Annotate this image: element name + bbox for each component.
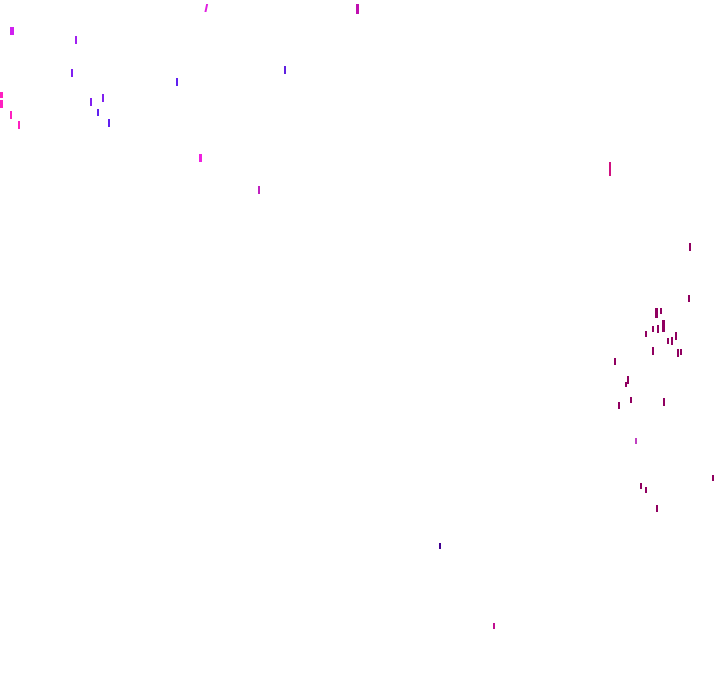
streak	[662, 320, 665, 332]
streak	[0, 100, 3, 108]
streak	[90, 98, 92, 106]
streak	[625, 382, 627, 387]
streak	[10, 111, 12, 119]
streak	[675, 332, 677, 340]
streak	[614, 358, 616, 365]
streak	[258, 186, 260, 194]
streak	[439, 543, 441, 549]
streak	[0, 92, 3, 98]
streak	[660, 308, 662, 314]
streak	[18, 121, 20, 129]
streak	[657, 325, 659, 333]
streak	[102, 94, 104, 102]
streak	[652, 326, 654, 332]
streak	[655, 308, 658, 318]
streak	[627, 376, 629, 384]
streak	[204, 4, 209, 12]
streak	[688, 295, 690, 302]
streak	[10, 27, 14, 35]
streak	[71, 69, 73, 77]
upper-left-streaks	[0, 4, 359, 194]
streak	[199, 154, 202, 162]
streak	[667, 338, 669, 344]
streak	[108, 119, 110, 127]
streak	[284, 66, 286, 74]
streak	[356, 4, 359, 14]
streak	[652, 347, 654, 355]
streak	[663, 398, 665, 406]
streak	[618, 402, 620, 409]
streak	[97, 109, 99, 116]
streak	[677, 349, 679, 357]
streak	[176, 78, 178, 86]
streak	[680, 349, 682, 355]
right-cluster	[609, 162, 714, 512]
streak	[609, 162, 611, 176]
streak	[671, 337, 673, 345]
streak	[645, 487, 647, 493]
streak	[75, 36, 77, 44]
streak	[635, 438, 637, 444]
streak	[656, 505, 658, 512]
streak	[630, 397, 632, 403]
streak	[689, 243, 691, 251]
streak	[640, 483, 642, 489]
lower-streaks	[439, 543, 495, 629]
streak	[493, 623, 495, 629]
streak	[645, 331, 647, 337]
streak	[712, 475, 714, 481]
